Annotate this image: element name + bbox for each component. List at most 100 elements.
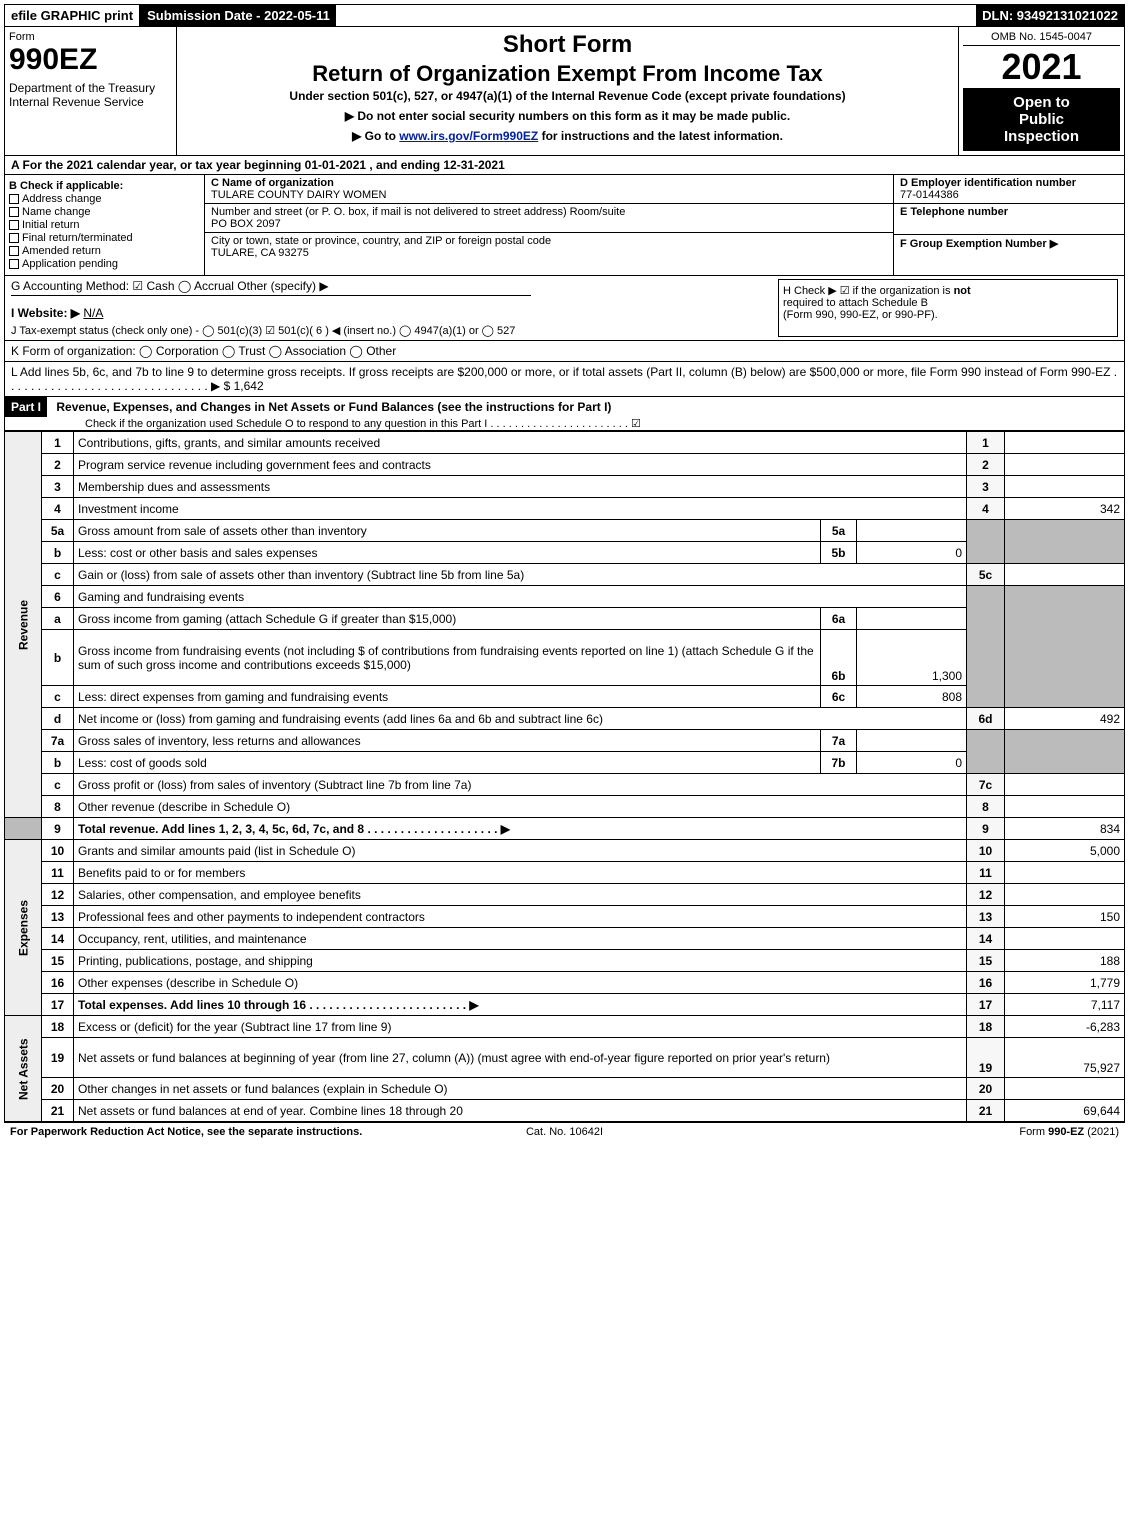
expenses-side-label: Expenses [5,840,42,1016]
line-j: J Tax-exempt status (check only one) - ◯… [11,324,778,337]
footer-right: Form 990-EZ (2021) [749,1126,1119,1138]
section-b-row: B Check if applicable: Address change Na… [4,175,1125,276]
city-box: City or town, state or province, country… [205,233,893,261]
check-initial-return[interactable]: Initial return [9,219,200,231]
h-text-1: H Check ▶ ☑ if the organization is [783,285,954,297]
checkbox-icon [9,259,19,269]
table-row: 11Benefits paid to or for members11 [5,862,1125,884]
line-i: I Website: ▶ N/A [11,306,778,320]
form-word: Form [9,31,172,43]
table-row: aGross income from gaming (attach Schedu… [5,608,1125,630]
table-row: cGain or (loss) from sale of assets othe… [5,564,1125,586]
part1-header-row: Part I Revenue, Expenses, and Changes in… [4,397,1125,431]
checkbox-icon [9,207,19,217]
table-row: Revenue 1Contributions, gifts, grants, a… [5,432,1125,454]
table-row: bLess: cost of goods sold7b0 [5,752,1125,774]
instruction-line-1: ▶ Do not enter social security numbers o… [181,109,954,123]
under-section: Under section 501(c), 527, or 4947(a)(1)… [181,89,954,103]
c-label: C Name of organization [211,177,334,189]
table-row: bGross income from fundraising events (n… [5,630,1125,686]
mid-right: H Check ▶ ☑ if the organization is not r… [778,279,1118,337]
short-form-title: Short Form [181,31,954,59]
header-middle: Short Form Return of Organization Exempt… [177,27,959,155]
return-title: Return of Organization Exempt From Incom… [181,61,954,87]
addr-label: Number and street (or P. O. box, if mail… [211,206,625,218]
page-footer: For Paperwork Reduction Act Notice, see … [4,1122,1125,1141]
irs-link[interactable]: www.irs.gov/Form990EZ [399,129,538,143]
check-name-change[interactable]: Name change [9,206,200,218]
table-row: cLess: direct expenses from gaming and f… [5,686,1125,708]
table-row: bLess: cost or other basis and sales exp… [5,542,1125,564]
table-row: 4Investment income4342 [5,498,1125,520]
header-left: Form 990EZ Department of the Treasury In… [5,27,177,155]
table-row: 9Total revenue. Add lines 1, 2, 3, 4, 5c… [5,818,1125,840]
column-c: C Name of organization TULARE COUNTY DAI… [205,175,894,275]
table-row: 14Occupancy, rent, utilities, and mainte… [5,928,1125,950]
top-bar: efile GRAPHIC print Submission Date - 20… [4,4,1125,27]
d-label: D Employer identification number [900,177,1118,189]
line-k: K Form of organization: ◯ Corporation ◯ … [11,344,396,358]
dln-label: DLN: 93492131021022 [976,5,1124,26]
org-name: TULARE COUNTY DAIRY WOMEN [211,189,386,201]
efile-label[interactable]: efile GRAPHIC print [5,5,141,26]
goto-prefix: ▶ Go to [352,129,399,143]
mid-info-box: G Accounting Method: ☑ Cash ◯ Accrual Ot… [4,276,1125,341]
tax-year: 2021 [963,46,1120,88]
city-label: City or town, state or province, country… [211,235,551,247]
checkbox-icon [9,246,19,256]
org-name-box: C Name of organization TULARE COUNTY DAI… [205,175,893,204]
submission-date: Submission Date - 2022-05-11 [141,5,336,26]
table-row: 8Other revenue (describe in Schedule O)8 [5,796,1125,818]
table-row: 19Net assets or fund balances at beginni… [5,1038,1125,1078]
part1-sub: Check if the organization used Schedule … [5,417,1124,430]
table-row: Expenses 10Grants and similar amounts pa… [5,840,1125,862]
table-row: 5aGross amount from sale of assets other… [5,520,1125,542]
city-value: TULARE, CA 93275 [211,247,309,259]
table-row: 20Other changes in net assets or fund ba… [5,1078,1125,1100]
telephone-value [900,218,1118,232]
line-g: G Accounting Method: ☑ Cash ◯ Accrual Ot… [11,279,531,296]
table-row: 17Total expenses. Add lines 10 through 1… [5,994,1125,1016]
check-amended-return[interactable]: Amended return [9,245,200,257]
checkbox-icon [9,194,19,204]
check-final-return[interactable]: Final return/terminated [9,232,200,244]
address-value: PO BOX 2097 [211,218,281,230]
table-row: 21Net assets or fund balances at end of … [5,1100,1125,1122]
h-text-3: (Form 990, 990-EZ, or 990-PF). [783,309,938,321]
table-row: 7aGross sales of inventory, less returns… [5,730,1125,752]
table-row: cGross profit or (loss) from sales of in… [5,774,1125,796]
table-row: 6Gaming and fundraising events [5,586,1125,608]
revenue-side-label: Revenue [5,432,42,818]
f-label: F Group Exemption Number ▶ [900,237,1118,250]
column-b: B Check if applicable: Address change Na… [5,175,205,275]
column-d: D Employer identification number 77-0144… [894,175,1124,275]
omb-number: OMB No. 1545-0047 [963,31,1120,46]
b-header: B Check if applicable: [9,180,200,192]
goto-suffix: for instructions and the latest informat… [538,129,783,143]
table-row: 3Membership dues and assessments3 [5,476,1125,498]
open-to-public-badge: Open to Public Inspection [963,88,1120,151]
table-row: 12Salaries, other compensation, and empl… [5,884,1125,906]
table-row: 13Professional fees and other payments t… [5,906,1125,928]
form-number: 990EZ [9,43,172,77]
footer-left: For Paperwork Reduction Act Notice, see … [10,1126,380,1138]
h-not: not [954,285,971,297]
h-text-2: required to attach Schedule B [783,297,928,309]
table-row: dNet income or (loss) from gaming and fu… [5,708,1125,730]
check-address-change[interactable]: Address change [9,193,200,205]
table-row: 16Other expenses (describe in Schedule O… [5,972,1125,994]
instruction-line-2: ▶ Go to www.irs.gov/Form990EZ for instru… [181,129,954,143]
check-application-pending[interactable]: Application pending [9,258,200,270]
lines-table: Revenue 1Contributions, gifts, grants, a… [4,431,1125,1122]
address-box: Number and street (or P. O. box, if mail… [205,204,893,233]
part1-badge: Part I [5,397,47,417]
line-l-box: L Add lines 5b, 6c, and 7b to line 9 to … [4,362,1125,397]
topbar-spacer [336,5,976,26]
netassets-side-label: Net Assets [5,1016,42,1122]
e-label: E Telephone number [900,206,1118,218]
part1-title: Revenue, Expenses, and Changes in Net As… [50,397,617,417]
mid-left: G Accounting Method: ☑ Cash ◯ Accrual Ot… [11,279,778,337]
table-row: 15Printing, publications, postage, and s… [5,950,1125,972]
open-line-2: Public [965,111,1118,128]
table-row: Net Assets 18Excess or (deficit) for the… [5,1016,1125,1038]
